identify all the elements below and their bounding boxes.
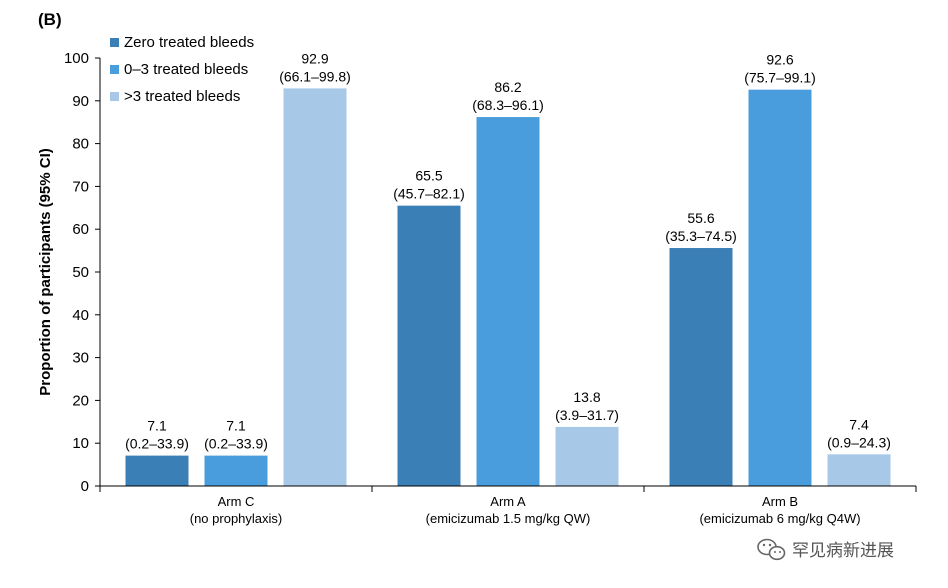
x-category-label: Arm B [762, 494, 798, 509]
x-category-sublabel: (emicizumab 6 mg/kg Q4W) [699, 511, 860, 526]
legend: Zero treated bleeds 0–3 treated bleeds >3 … [110, 34, 254, 105]
y-tick-label: 40 [72, 307, 89, 324]
bar-value-label: 86.2 [494, 79, 521, 95]
bar [748, 89, 812, 486]
legend-swatch [110, 65, 119, 74]
bar [204, 455, 268, 486]
bar-ci-label: (35.3–74.5) [665, 228, 737, 244]
bar-ci-label: (45.7–82.1) [393, 186, 465, 202]
bar [125, 455, 189, 486]
bar-ci-label: (0.2–33.9) [204, 436, 268, 452]
y-tick-label: 60 [72, 221, 89, 238]
panel-label: (B) [38, 10, 62, 29]
legend-label: >3 treated bleeds [124, 88, 240, 105]
legend-swatch [110, 38, 119, 47]
bar-value-label: 7.1 [147, 418, 167, 434]
x-axis: Arm C (no prophylaxis) Arm A (emicizumab 1.… [99, 485, 917, 526]
bar [476, 117, 540, 487]
y-tick-label: 90 [72, 93, 89, 110]
bar-value-label: 7.4 [849, 416, 869, 432]
bar-value-label: 65.5 [415, 168, 442, 184]
y-tick-label: 10 [72, 435, 89, 452]
x-category-label: Arm C [218, 494, 255, 509]
bar-ci-label: (66.1–99.8) [279, 68, 351, 84]
wechat-icon [757, 538, 786, 561]
x-category-label: Arm A [490, 494, 526, 509]
bar-value-label: 13.8 [573, 389, 600, 405]
bar [669, 248, 733, 486]
bar-ci-label: (3.9–31.7) [555, 407, 619, 423]
bar [555, 426, 619, 486]
bar-ci-label: (0.2–33.9) [125, 436, 189, 452]
y-tick-label: 0 [81, 478, 89, 495]
y-axis-ticks: 0 10 20 30 40 50 60 70 80 90 100 [64, 50, 101, 495]
y-tick-label: 80 [72, 136, 89, 153]
y-tick-label: 70 [72, 178, 89, 195]
bar-value-label: 92.9 [301, 50, 328, 66]
watermark: 罕见病新进展 [757, 538, 894, 561]
bar-ci-label: (0.9–24.3) [827, 434, 891, 450]
bar [827, 454, 891, 486]
legend-label: 0–3 treated bleeds [124, 61, 248, 78]
y-tick-label: 20 [72, 392, 89, 409]
bar-value-label: 55.6 [687, 210, 714, 226]
legend-swatch [110, 92, 119, 101]
bar-labels: 7.1 (0.2–33.9) 7.1 (0.2–33.9) 92.9 (66.1–99.8… [125, 50, 891, 451]
bar-value-label: 7.1 [226, 418, 246, 434]
x-category-sublabel: (emicizumab 1.5 mg/kg QW) [426, 511, 591, 526]
y-tick-label: 50 [72, 264, 89, 281]
bar-value-label: 92.6 [766, 52, 793, 68]
y-tick-label: 100 [64, 50, 89, 67]
bar-ci-label: (75.7–99.1) [744, 70, 816, 86]
legend-label: Zero treated bleeds [124, 34, 254, 51]
y-axis-title: Proportion of participants (95% CI) [37, 148, 54, 396]
x-category-sublabel: (no prophylaxis) [190, 511, 283, 526]
bars [125, 88, 891, 487]
watermark-text: 罕见病新进展 [792, 541, 894, 561]
bar-ci-label: (68.3–96.1) [472, 97, 544, 113]
bar [397, 205, 461, 486]
y-tick-label: 30 [72, 350, 89, 367]
bar [283, 88, 347, 486]
